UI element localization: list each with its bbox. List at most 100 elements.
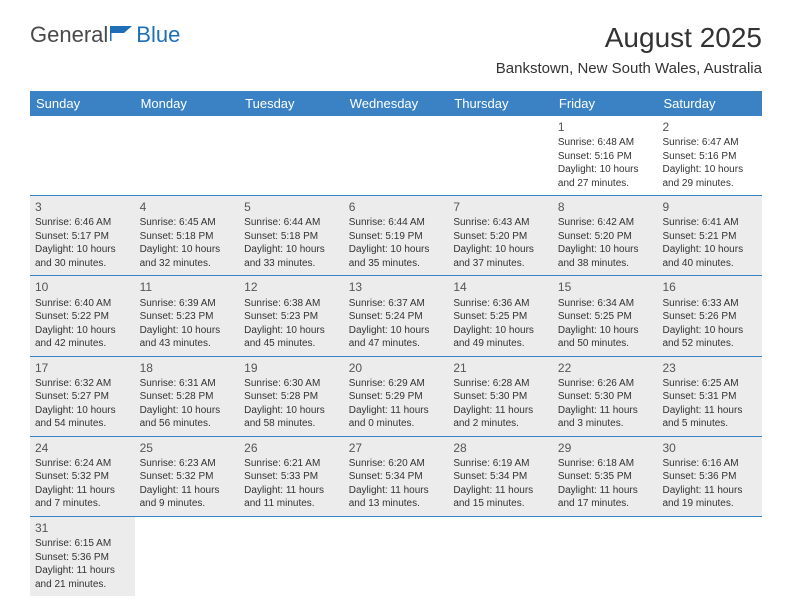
week-row: 17Sunrise: 6:32 AMSunset: 5:27 PMDayligh… bbox=[30, 357, 762, 437]
day-number: 20 bbox=[349, 360, 444, 376]
header-right: August 2025 Bankstown, New South Wales, … bbox=[496, 22, 762, 81]
logo-text-blue: Blue bbox=[136, 22, 180, 48]
day-detail: and 9 minutes. bbox=[140, 497, 235, 511]
day-detail: Sunset: 5:36 PM bbox=[35, 551, 130, 565]
day-number: 27 bbox=[349, 440, 444, 456]
day-cell: 19Sunrise: 6:30 AMSunset: 5:28 PMDayligh… bbox=[239, 357, 344, 436]
day-detail: Sunset: 5:18 PM bbox=[140, 230, 235, 244]
day-number: 18 bbox=[140, 360, 235, 376]
day-detail: and 0 minutes. bbox=[349, 417, 444, 431]
day-detail: Sunset: 5:30 PM bbox=[558, 390, 653, 404]
day-number: 25 bbox=[140, 440, 235, 456]
day-detail: Daylight: 10 hours bbox=[558, 243, 653, 257]
day-cell bbox=[344, 116, 449, 195]
day-number: 12 bbox=[244, 279, 339, 295]
day-detail: and 54 minutes. bbox=[35, 417, 130, 431]
day-number: 28 bbox=[453, 440, 548, 456]
day-header: Sunday bbox=[30, 91, 135, 116]
day-detail: Sunrise: 6:20 AM bbox=[349, 457, 444, 471]
flag-icon bbox=[110, 22, 136, 48]
day-detail: Sunrise: 6:37 AM bbox=[349, 297, 444, 311]
day-detail: and 3 minutes. bbox=[558, 417, 653, 431]
day-detail: and 49 minutes. bbox=[453, 337, 548, 351]
day-detail: Sunrise: 6:33 AM bbox=[662, 297, 757, 311]
day-detail: and 38 minutes. bbox=[558, 257, 653, 271]
day-detail: Sunset: 5:32 PM bbox=[140, 470, 235, 484]
day-cell: 31Sunrise: 6:15 AMSunset: 5:36 PMDayligh… bbox=[30, 517, 135, 596]
day-detail: and 58 minutes. bbox=[244, 417, 339, 431]
day-number: 26 bbox=[244, 440, 339, 456]
day-cell bbox=[448, 517, 553, 596]
day-number: 1 bbox=[558, 119, 653, 135]
day-detail: and 7 minutes. bbox=[35, 497, 130, 511]
day-detail: Sunrise: 6:23 AM bbox=[140, 457, 235, 471]
day-detail: Daylight: 11 hours bbox=[453, 484, 548, 498]
day-detail: and 56 minutes. bbox=[140, 417, 235, 431]
day-detail: and 33 minutes. bbox=[244, 257, 339, 271]
day-detail: Sunset: 5:34 PM bbox=[453, 470, 548, 484]
day-detail: Sunrise: 6:47 AM bbox=[662, 136, 757, 150]
day-detail: Sunrise: 6:28 AM bbox=[453, 377, 548, 391]
day-detail: Daylight: 10 hours bbox=[453, 243, 548, 257]
day-detail: Daylight: 11 hours bbox=[558, 404, 653, 418]
day-detail: and 21 minutes. bbox=[35, 578, 130, 592]
day-cell: 5Sunrise: 6:44 AMSunset: 5:18 PMDaylight… bbox=[239, 196, 344, 275]
day-header: Monday bbox=[135, 91, 240, 116]
day-detail: and 2 minutes. bbox=[453, 417, 548, 431]
day-cell bbox=[30, 116, 135, 195]
day-detail: Sunset: 5:34 PM bbox=[349, 470, 444, 484]
day-detail: Daylight: 11 hours bbox=[349, 484, 444, 498]
location: Bankstown, New South Wales, Australia bbox=[496, 60, 762, 77]
day-cell: 24Sunrise: 6:24 AMSunset: 5:32 PMDayligh… bbox=[30, 437, 135, 516]
day-detail: Daylight: 11 hours bbox=[662, 404, 757, 418]
day-detail: and 45 minutes. bbox=[244, 337, 339, 351]
day-number: 19 bbox=[244, 360, 339, 376]
day-detail: Sunset: 5:32 PM bbox=[35, 470, 130, 484]
day-cell: 27Sunrise: 6:20 AMSunset: 5:34 PMDayligh… bbox=[344, 437, 449, 516]
day-detail: Sunset: 5:17 PM bbox=[35, 230, 130, 244]
day-cell: 6Sunrise: 6:44 AMSunset: 5:19 PMDaylight… bbox=[344, 196, 449, 275]
day-detail: Sunrise: 6:39 AM bbox=[140, 297, 235, 311]
day-detail: Daylight: 10 hours bbox=[140, 243, 235, 257]
day-number: 4 bbox=[140, 199, 235, 215]
day-cell: 30Sunrise: 6:16 AMSunset: 5:36 PMDayligh… bbox=[657, 437, 762, 516]
day-number: 29 bbox=[558, 440, 653, 456]
day-detail: Daylight: 10 hours bbox=[558, 324, 653, 338]
day-detail: Daylight: 10 hours bbox=[244, 404, 339, 418]
day-detail: and 29 minutes. bbox=[662, 177, 757, 191]
day-detail: Sunset: 5:28 PM bbox=[140, 390, 235, 404]
day-cell: 12Sunrise: 6:38 AMSunset: 5:23 PMDayligh… bbox=[239, 276, 344, 355]
day-detail: Sunset: 5:23 PM bbox=[244, 310, 339, 324]
day-header: Friday bbox=[553, 91, 658, 116]
day-detail: Daylight: 11 hours bbox=[35, 564, 130, 578]
day-detail: Daylight: 10 hours bbox=[558, 163, 653, 177]
day-detail: Sunset: 5:30 PM bbox=[453, 390, 548, 404]
day-cell bbox=[239, 517, 344, 596]
day-detail: Sunrise: 6:48 AM bbox=[558, 136, 653, 150]
weeks-container: 1Sunrise: 6:48 AMSunset: 5:16 PMDaylight… bbox=[30, 116, 762, 596]
day-detail: Daylight: 10 hours bbox=[349, 243, 444, 257]
day-detail: Daylight: 11 hours bbox=[349, 404, 444, 418]
day-cell: 8Sunrise: 6:42 AMSunset: 5:20 PMDaylight… bbox=[553, 196, 658, 275]
day-cell: 29Sunrise: 6:18 AMSunset: 5:35 PMDayligh… bbox=[553, 437, 658, 516]
day-detail: Daylight: 10 hours bbox=[35, 243, 130, 257]
day-number: 7 bbox=[453, 199, 548, 215]
day-cell: 11Sunrise: 6:39 AMSunset: 5:23 PMDayligh… bbox=[135, 276, 240, 355]
day-cell: 18Sunrise: 6:31 AMSunset: 5:28 PMDayligh… bbox=[135, 357, 240, 436]
day-detail: Sunset: 5:16 PM bbox=[558, 150, 653, 164]
day-detail: Sunrise: 6:44 AM bbox=[349, 216, 444, 230]
day-cell: 26Sunrise: 6:21 AMSunset: 5:33 PMDayligh… bbox=[239, 437, 344, 516]
day-detail: Daylight: 10 hours bbox=[662, 163, 757, 177]
day-detail: Sunrise: 6:25 AM bbox=[662, 377, 757, 391]
week-row: 10Sunrise: 6:40 AMSunset: 5:22 PMDayligh… bbox=[30, 276, 762, 356]
day-detail: Sunset: 5:35 PM bbox=[558, 470, 653, 484]
logo-text-general: General bbox=[30, 22, 108, 48]
day-detail: Sunset: 5:29 PM bbox=[349, 390, 444, 404]
logo: General Blue bbox=[30, 22, 180, 48]
day-cell: 14Sunrise: 6:36 AMSunset: 5:25 PMDayligh… bbox=[448, 276, 553, 355]
week-row: 31Sunrise: 6:15 AMSunset: 5:36 PMDayligh… bbox=[30, 517, 762, 596]
day-detail: and 37 minutes. bbox=[453, 257, 548, 271]
day-detail: Sunrise: 6:29 AM bbox=[349, 377, 444, 391]
day-cell: 15Sunrise: 6:34 AMSunset: 5:25 PMDayligh… bbox=[553, 276, 658, 355]
day-cell: 9Sunrise: 6:41 AMSunset: 5:21 PMDaylight… bbox=[657, 196, 762, 275]
